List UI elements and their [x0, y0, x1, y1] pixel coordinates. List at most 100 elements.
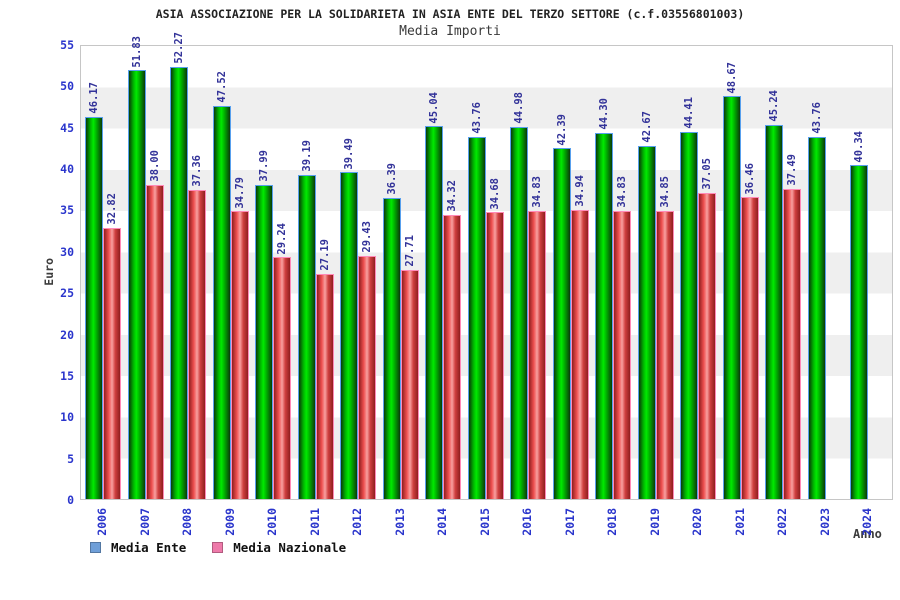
bar-media-nazionale-2022 — [783, 188, 801, 499]
chart-subtitle: Media Importi — [399, 24, 501, 39]
x-tick-label-2022: 2022 — [775, 508, 789, 536]
bar-value-label: 44.30 — [598, 97, 610, 130]
y-tick-label: 0 — [67, 493, 74, 507]
bar-value-label: 48.67 — [725, 61, 738, 94]
bar-value-label: 46.17 — [88, 82, 100, 115]
bar-media-ente-2010 — [255, 184, 273, 499]
bar-value-label: 37.36 — [191, 155, 203, 187]
bar-value-label: 36.39 — [385, 163, 398, 195]
x-tick-label-2014: 2014 — [435, 508, 449, 536]
x-tick-label-2016: 2016 — [520, 508, 534, 536]
bar-value-label: 51.83 — [130, 35, 143, 68]
bar-media-nazionale-2020 — [698, 192, 716, 499]
bar-value-label: 42.67 — [640, 111, 653, 144]
legend-label-media-ente: Media Ente — [111, 540, 187, 555]
bar-media-ente-2006 — [85, 117, 103, 499]
bar-value-label: 44.41 — [683, 97, 695, 129]
bar-media-ente-2008 — [170, 66, 188, 499]
bar-media-ente-2020 — [680, 131, 698, 499]
x-tick-label-2006: 2006 — [95, 508, 109, 536]
y-tick-label: 20 — [60, 327, 74, 342]
bar-value-label: 32.82 — [106, 192, 118, 225]
y-tick-label: 40 — [60, 162, 74, 177]
x-tick-label-2018: 2018 — [605, 508, 619, 536]
bar-media-ente-2015 — [467, 137, 486, 499]
bar-media-nazionale-2014 — [443, 215, 461, 499]
bar-value-label: 34.83 — [531, 176, 543, 208]
bar-media-nazionale-2019 — [655, 210, 674, 499]
y-tick-label: 50 — [60, 79, 74, 94]
x-tick-label-2013: 2013 — [392, 508, 407, 536]
bar-media-nazionale-2011 — [315, 274, 334, 499]
bar-value-label: 45.04 — [428, 91, 440, 124]
bar-media-nazionale-2018 — [613, 210, 631, 499]
bar-media-ente-2024 — [850, 165, 868, 499]
bar-value-label: 36.46 — [743, 162, 756, 195]
y-tick-label: 30 — [60, 244, 74, 259]
bar-value-label: 27.71 — [403, 235, 416, 267]
bar-media-ente-2022 — [765, 124, 783, 499]
x-tick-label-2012: 2012 — [350, 508, 364, 536]
legend-item-media-ente: Media Ente — [90, 540, 186, 555]
plot-area: 46.17 32.82 51.83 38.00 52.27 37.36 47.52 34.79… — [80, 32, 893, 500]
bar-value-label: 34.85 — [658, 176, 671, 208]
chart-title: ASIA ASSOCIAZIONE PER LA SOLIDARIETA IN … — [155, 7, 745, 21]
y-tick-label: 35 — [60, 203, 74, 218]
legend-swatch-media-nazionale — [212, 542, 224, 553]
bar-media-ente-2019 — [637, 146, 656, 499]
bar-value-label: 43.76 — [470, 102, 483, 134]
bar-value-label: 52.27 — [173, 31, 185, 64]
bar-media-nazionale-2006 — [103, 227, 121, 499]
bar-value-label: 34.94 — [573, 175, 586, 207]
legend-item-media-nazionale: Media Nazionale — [212, 540, 346, 555]
bar-value-label: 29.43 — [361, 220, 373, 253]
bar-media-ente-2014 — [425, 126, 443, 499]
bar-value-label: 45.24 — [768, 90, 780, 122]
bar-value-label: 34.83 — [616, 176, 628, 208]
bar-value-label: 29.24 — [276, 222, 288, 255]
x-axis-title: Anno — [853, 527, 882, 541]
bar-value-label: 37.99 — [258, 150, 270, 182]
x-tick-label-2020: 2020 — [690, 508, 704, 536]
bar-media-ente-2012 — [340, 172, 358, 499]
x-tick-label-2007: 2007 — [137, 508, 152, 536]
y-tick-label: 5 — [67, 451, 74, 466]
y-tick-label: 15 — [60, 368, 74, 383]
bar-media-ente-2017 — [552, 148, 571, 499]
bar-media-nazionale-2021 — [740, 197, 759, 499]
bar-value-label: 37.05 — [701, 157, 713, 190]
bar-media-ente-2007 — [127, 70, 146, 499]
bar-media-nazionale-2013 — [400, 269, 419, 499]
bar-value-label: 42.39 — [555, 113, 568, 146]
bar-value-label: 39.49 — [343, 137, 355, 170]
bar-media-nazionale-2009 — [230, 211, 249, 499]
bar-media-ente-2023 — [807, 137, 826, 499]
y-tick-label: 10 — [60, 410, 74, 425]
bar-value-label: 27.19 — [318, 239, 331, 272]
y-tick-label: 25 — [60, 286, 74, 301]
bar-value-label: 34.32 — [446, 180, 458, 213]
bar-value-label: 40.34 — [853, 130, 865, 163]
legend: Media Ente Media Nazionale — [90, 540, 364, 555]
bar-media-ente-2009 — [212, 105, 231, 499]
bar-media-ente-2011 — [297, 174, 316, 499]
bar-value-label: 38.00 — [148, 150, 161, 182]
x-tick-label-2023: 2023 — [817, 508, 832, 536]
bar-media-nazionale-2012 — [358, 255, 376, 499]
x-tick-label-2009: 2009 — [222, 508, 237, 536]
bar-media-nazionale-2017 — [570, 209, 589, 499]
x-tick-label-2019: 2019 — [647, 508, 662, 536]
bar-value-label: 39.19 — [300, 140, 313, 172]
bar-media-ente-2016 — [510, 126, 528, 499]
bar-media-nazionale-2008 — [188, 189, 206, 499]
x-tick-label-2008: 2008 — [180, 508, 194, 536]
bar-value-label: 37.49 — [786, 154, 798, 186]
x-tick-label-2015: 2015 — [477, 508, 492, 536]
bar-media-nazionale-2015 — [485, 212, 504, 499]
bar-media-nazionale-2007 — [145, 184, 164, 499]
y-axis-title: Euro — [42, 258, 56, 286]
x-tick-label-2024: 2024 — [860, 508, 874, 536]
bar-value-label: 34.68 — [488, 177, 501, 210]
y-tick-label: 55 — [60, 38, 74, 52]
